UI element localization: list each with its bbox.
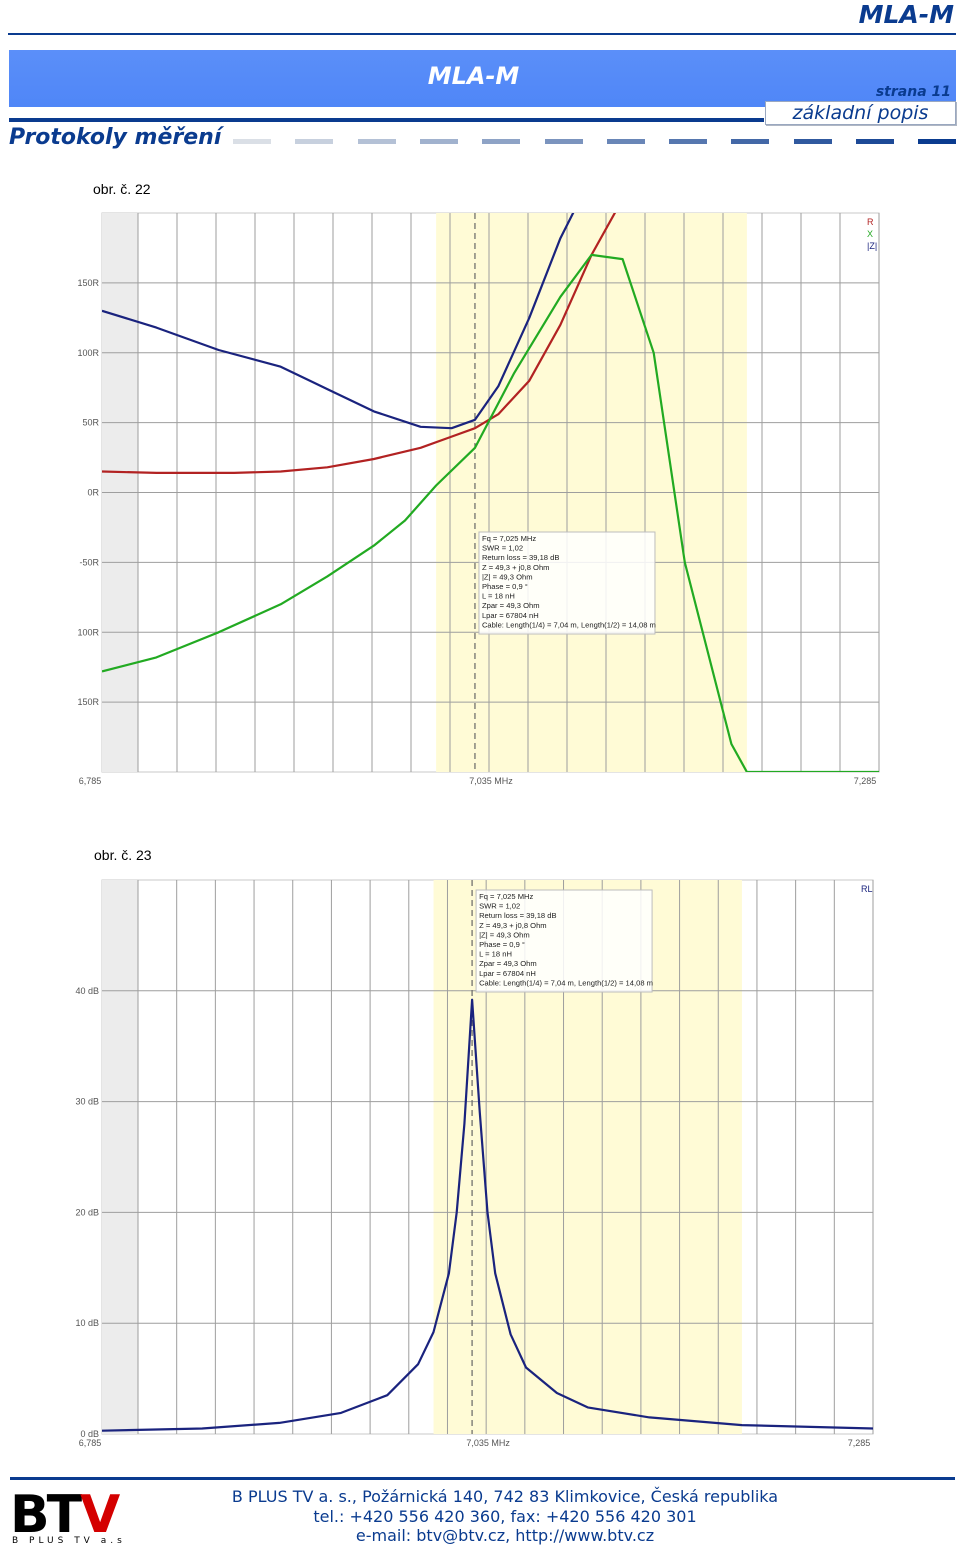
section-label: základní popis <box>765 101 956 125</box>
marker-info-line: Lpar = 67804 nH <box>479 969 536 978</box>
footer-contact: B PLUS TV a. s., Požárnická 140, 742 83 … <box>205 1487 805 1546</box>
marker-info-line: SWR = 1,02 <box>479 902 520 911</box>
marker-info-line: Return loss = 39,18 dB <box>479 911 556 920</box>
marker-info-line: Z = 49,3 + j0,8 Ohm <box>482 563 550 572</box>
legend-entry: R <box>867 217 874 227</box>
marker-info-box <box>478 531 656 635</box>
y-tick-label: 40 dB <box>75 986 99 996</box>
banner-title: MLA-M <box>427 62 520 90</box>
y-tick-label: 50R <box>82 418 99 428</box>
marker-info-line: Fq = 7,025 MHz <box>479 892 533 901</box>
marker-info-line: SWR = 1,02 <box>482 544 523 553</box>
document-heading: Protokoly měření <box>9 125 222 150</box>
marker-info-line: Phase = 0,9 ° <box>479 940 525 949</box>
legend-entry: RL <box>861 884 873 894</box>
product-code: MLA-M <box>858 0 954 29</box>
footer-web: e-mail: btv@btv.cz, http://www.btv.cz <box>355 1526 655 1545</box>
impedance-chart: 150R 100R 50R 0R -50R 100R 150R 6,785 7,035 MHz 7… <box>77 212 880 786</box>
footer-address: B PLUS TV a. s., Požárnická 140, 742 83 … <box>231 1487 779 1506</box>
marker-info-line: Phase = 0,9 ° <box>482 582 528 591</box>
header-banner <box>9 50 956 107</box>
btv-logo: BT V B PLUS TV a.s. <box>10 1486 125 1544</box>
marker-info-line: Cable: Length(1/4) = 7,04 m, Length(1/2)… <box>479 978 653 987</box>
header-dash <box>606 139 645 144</box>
svg-text:B PLUS TV a.s.: B PLUS TV a.s. <box>12 1536 125 1544</box>
header-dash <box>918 139 957 144</box>
legend-entry: |Z| <box>867 241 877 251</box>
y-tick-label: 10 dB <box>75 1318 99 1328</box>
header-dash <box>669 139 708 144</box>
figure-caption-23: obr. č. 23 <box>94 847 152 863</box>
y-tick-label: 30 dB <box>75 1097 99 1107</box>
header-dash <box>482 139 521 144</box>
marker-info-line: Cable: Length(1/4) = 7,04 m, Length(1/2)… <box>482 620 656 629</box>
figure-caption-22: obr. č. 22 <box>93 181 151 197</box>
x-tick-label: 7,035 MHz <box>466 1438 510 1448</box>
y-tick-label: -50R <box>79 557 99 567</box>
marker-info-line: Z = 49,3 + j0,8 Ohm <box>479 921 547 930</box>
series-line-r <box>102 213 617 474</box>
series-line-rl <box>102 998 873 1432</box>
y-tick-label: 0R <box>87 488 99 498</box>
marker-info-line: Return loss = 39,18 dB <box>482 553 559 562</box>
y-tick-label: 100R <box>77 348 99 358</box>
x-tick-label: 7,035 MHz <box>469 776 513 786</box>
marker-info-line: |Z| = 49,3 Ohm <box>482 572 533 581</box>
header-dash <box>419 139 458 144</box>
top-rule <box>8 33 956 35</box>
y-tick-label: 100R <box>77 627 99 637</box>
x-tick-label: 6,785 <box>79 1438 102 1448</box>
header-dash <box>544 139 583 144</box>
y-tick-label: 150R <box>77 697 99 707</box>
header-dash <box>856 139 894 144</box>
x-tick-label: 6,785 <box>79 776 102 786</box>
marker-info-line: Lpar = 67804 nH <box>482 611 539 620</box>
header-dash <box>357 139 396 144</box>
series-line-magzmag <box>102 213 575 430</box>
series-line-x <box>102 253 879 772</box>
y-tick-label: 0 dB <box>80 1429 99 1439</box>
marker-info-line: Zpar = 49,3 Ohm <box>482 601 540 610</box>
banner-underline <box>9 118 764 122</box>
legend-entry: X <box>867 229 873 239</box>
plot-left-shade <box>102 880 138 1434</box>
x-tick-label: 7,285 <box>848 1438 871 1448</box>
header-dash <box>793 139 832 144</box>
y-tick-label: 150R <box>77 278 99 288</box>
footer-rule <box>10 1477 955 1480</box>
footer-phone: tel.: +420 556 420 360, fax: +420 556 42… <box>313 1506 697 1526</box>
marker-info-line: L = 18 nH <box>482 592 515 601</box>
page-number: strana 11 <box>875 84 951 100</box>
svg-text:V: V <box>80 1486 120 1544</box>
header-dash <box>233 139 271 144</box>
marker-info-box <box>475 889 653 993</box>
marker-info-line: |Z| = 49,3 Ohm <box>479 930 530 939</box>
return-loss-chart: 40 dB 30 dB 20 dB 10 dB 0 dB6,785 7,035 MHz 7,… <box>75 879 874 1448</box>
marker-info-line: L = 18 nH <box>479 950 512 959</box>
y-tick-label: 20 dB <box>75 1207 99 1217</box>
header-dash <box>295 139 334 144</box>
marker-info-line: Zpar = 49,3 Ohm <box>479 959 537 968</box>
svg-text:BT: BT <box>10 1486 83 1544</box>
header-dash <box>731 139 770 144</box>
x-tick-label: 7,285 <box>854 776 877 786</box>
marker-info-line: Fq = 7,025 MHz <box>482 534 536 543</box>
